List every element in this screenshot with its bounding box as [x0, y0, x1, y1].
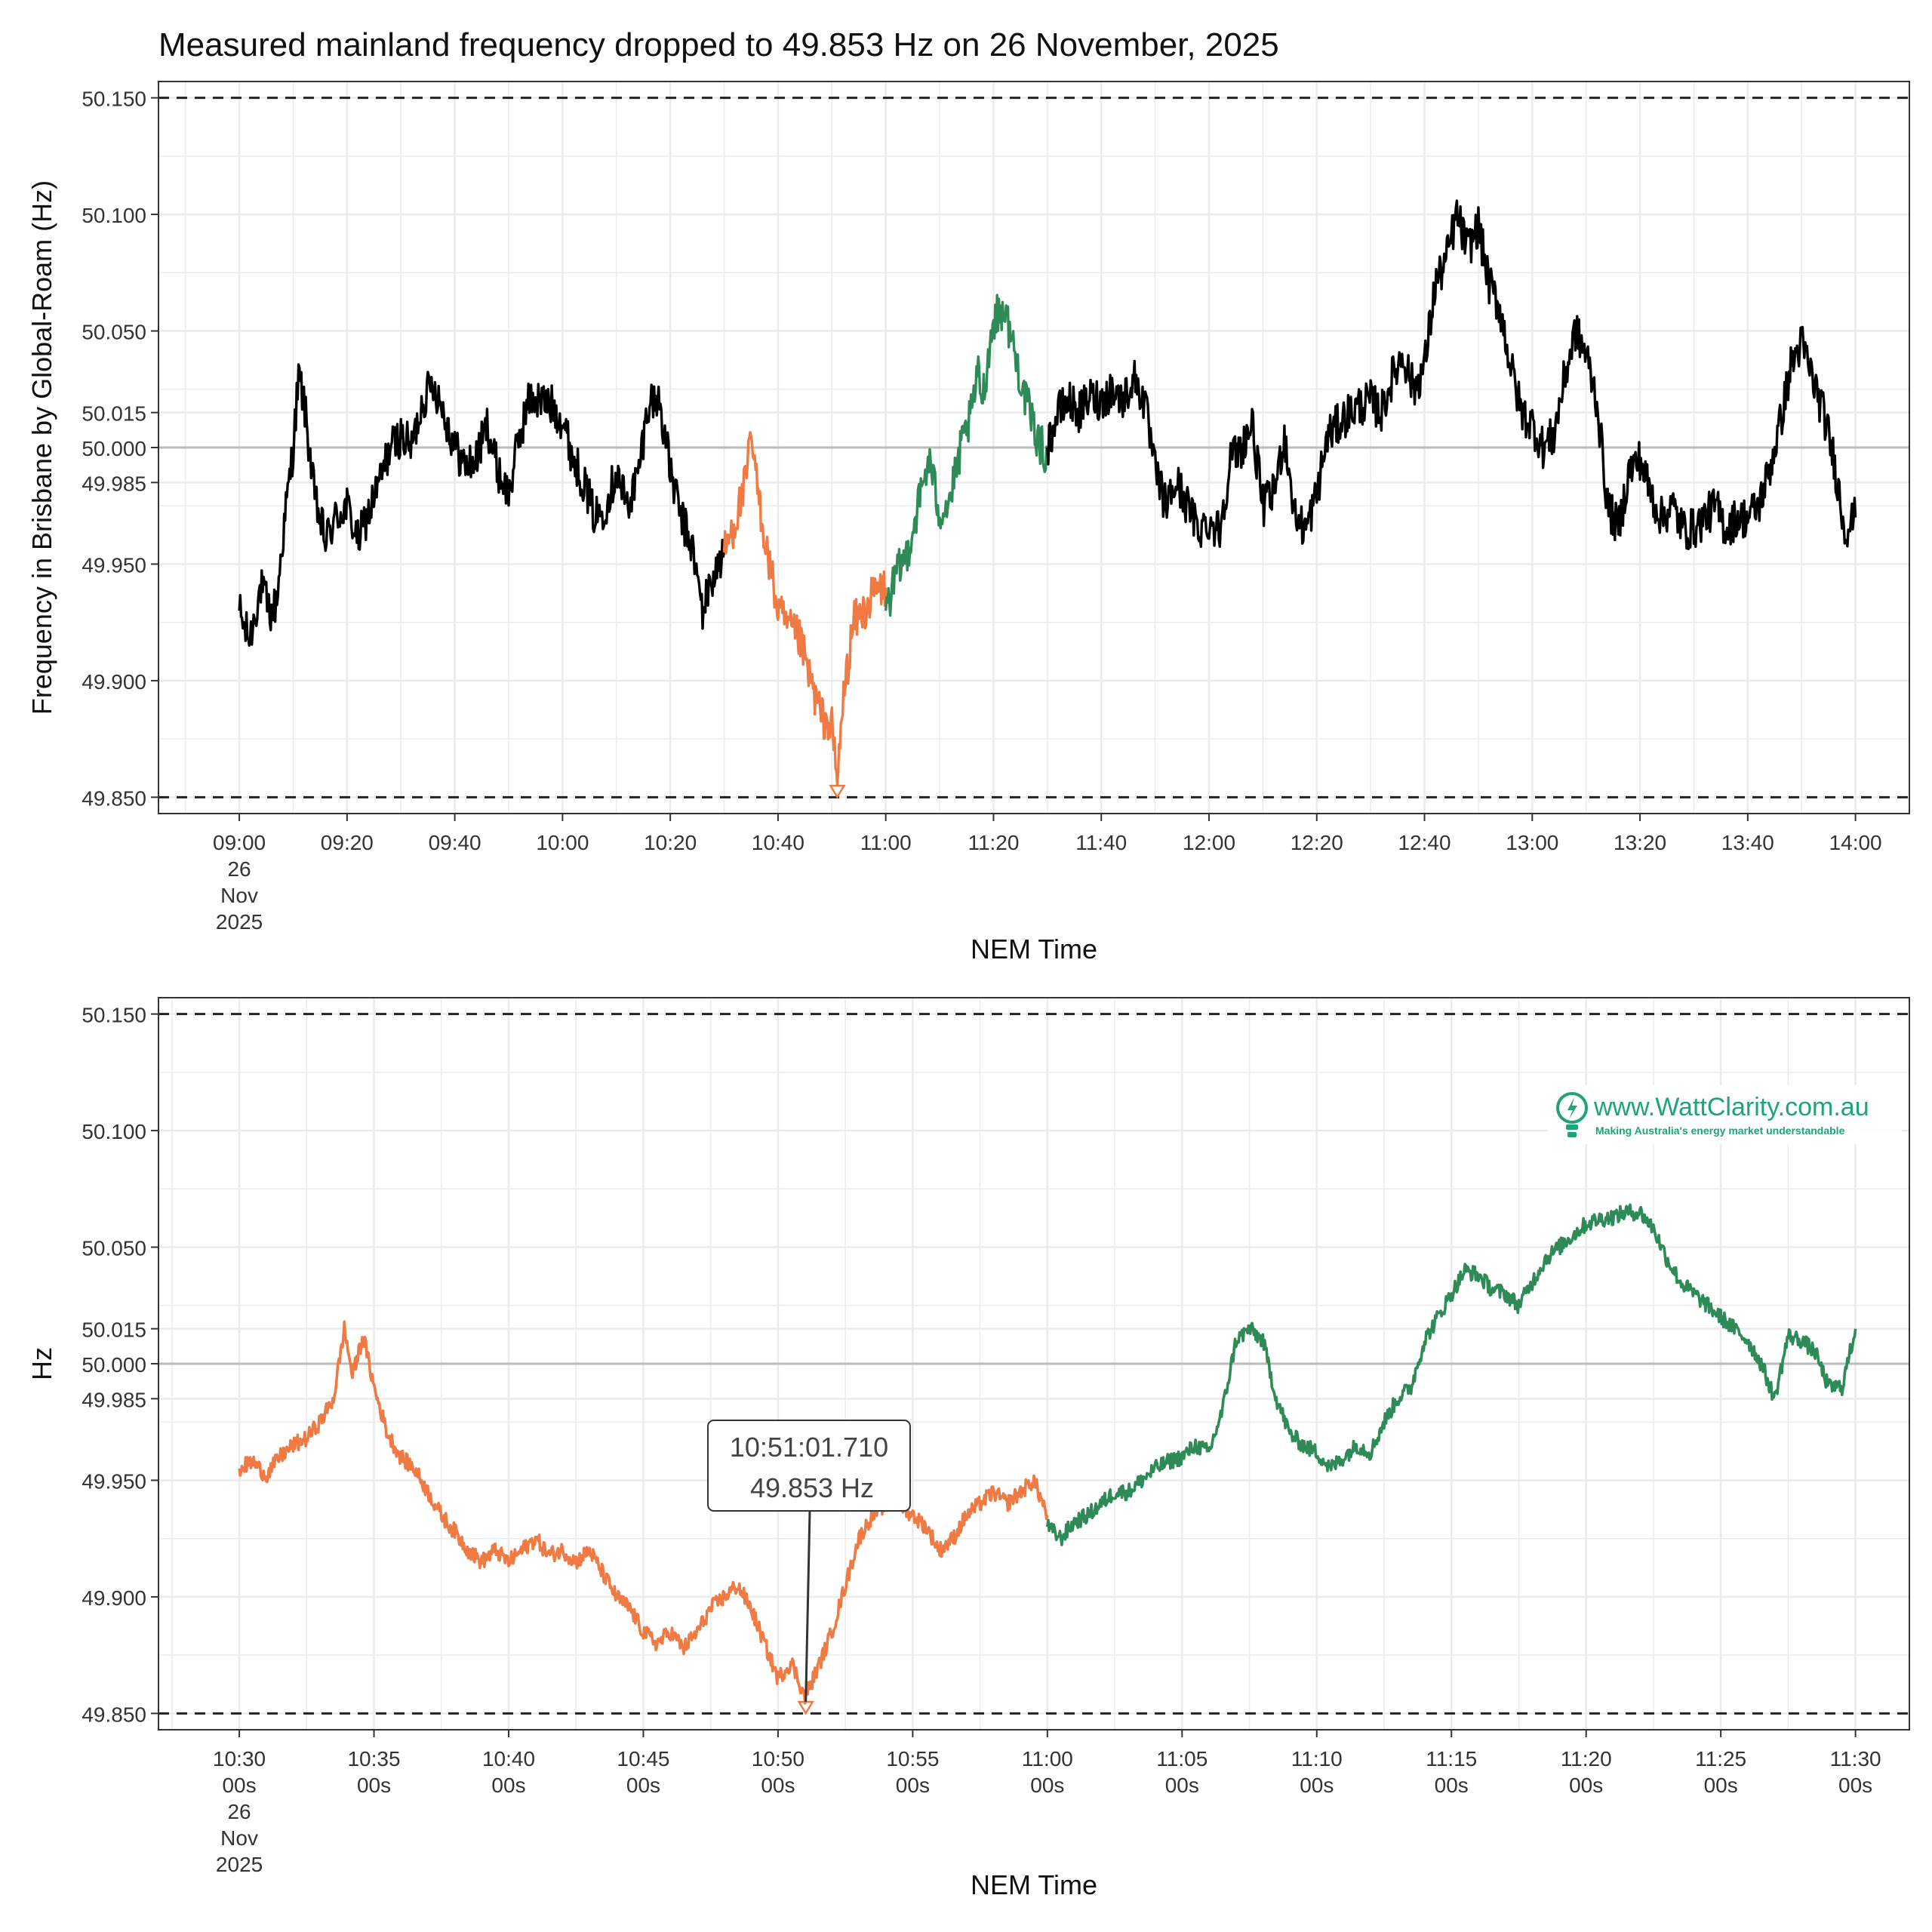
bottom-marker — [797, 1700, 814, 1715]
bottom-y-axis: 49.850 49.900 49.950 49.985 50.000 50.015 50.0… — [82, 1004, 158, 1726]
bottom-x-tick-label: 11:10 00s — [1291, 1747, 1343, 1797]
bottom-panel: 49.850 49.900 49.950 49.985 50.000 50.015 50.0… — [26, 997, 1910, 1900]
top-x-tick-label: 13:20 — [1614, 831, 1666, 854]
top-y-tick-label: 50.150 — [82, 88, 146, 111]
top-min-marker — [829, 784, 846, 799]
bottom-y-tick-label: 50.150 — [82, 1004, 146, 1027]
top-y-tick-label: 50.015 — [82, 402, 146, 426]
top-x-axis-label: NEM Time — [971, 934, 1097, 964]
watermark-tagline: Making Australia's energy market underst… — [1595, 1124, 1845, 1137]
bottom-y-tick-label: 50.100 — [82, 1120, 146, 1143]
chart-title: Measured mainland frequency dropped to 4… — [158, 26, 1279, 63]
bottom-min-marker — [797, 1700, 814, 1715]
bottom-series — [238, 1203, 1857, 1705]
top-x-tick-label: 10:00 — [536, 831, 589, 854]
top-x-tick-label: 13:00 — [1506, 831, 1558, 854]
wattclarity-watermark: www.WattClarity.com.au Making Australia'… — [1547, 1085, 1902, 1144]
top-y-tick-label: 49.985 — [82, 472, 146, 495]
bottom-series-line-1 — [1046, 1203, 1857, 1546]
bottom-x-tick-label: 10:55 00s — [886, 1747, 939, 1797]
bottom-x-axis-label: NEM Time — [971, 1869, 1097, 1900]
top-series-line-1 — [722, 431, 888, 786]
top-y-tick-label: 49.850 — [82, 786, 146, 810]
top-y-tick-label: 49.950 — [82, 553, 146, 577]
watermark-background — [1547, 1085, 1902, 1144]
top-y-tick-label: 50.000 — [82, 437, 146, 460]
top-x-tick-label: 09:00 26 Nov 2025 — [213, 831, 266, 934]
top-x-tick-label: 12:00 — [1183, 831, 1235, 854]
top-series — [238, 199, 1857, 786]
bottom-x-tick-label: 11:15 00s — [1426, 1747, 1477, 1797]
bottom-y-tick-label: 49.900 — [82, 1586, 146, 1610]
top-series-line-0 — [238, 363, 726, 647]
top-x-axis: 09:00 26 Nov 2025 09:20 09:40 10:00 10:20 10:40 1… — [213, 814, 1882, 934]
bottom-x-axis: 10:30 00s 26 Nov 2025 10:35 00s 10:40 00s 10:45 00… — [213, 1730, 1881, 1876]
bottom-y-tick-label: 49.950 — [82, 1469, 146, 1493]
bottom-y-tick-label: 49.850 — [82, 1703, 146, 1726]
watermark-url: www.WattClarity.com.au — [1593, 1093, 1869, 1121]
bottom-x-tick-label: 10:40 00s — [482, 1747, 535, 1797]
bottom-x-tick-label: 10:45 00s — [617, 1747, 669, 1797]
top-series-line-2 — [884, 294, 1049, 617]
top-x-tick-label: 11:40 — [1075, 831, 1127, 854]
top-x-tick-label: 09:40 — [429, 831, 481, 854]
annotation-pointer-line — [804, 1510, 811, 1703]
bottom-x-tick-label: 10:30 00s 26 Nov 2025 — [213, 1747, 266, 1876]
top-x-tick-label: 14:00 — [1829, 831, 1882, 854]
bottom-y-axis-label: Hz — [26, 1347, 57, 1380]
bottom-x-tick-label: 10:50 00s — [752, 1747, 804, 1797]
bottom-x-tick-label: 11:05 00s — [1156, 1747, 1208, 1797]
bottom-x-tick-label: 11:00 00s — [1022, 1747, 1073, 1797]
bottom-series-line-0 — [238, 1320, 1049, 1705]
top-x-tick-label: 10:20 — [644, 831, 697, 854]
top-y-tick-label: 49.900 — [82, 670, 146, 694]
top-y-axis: 49.850 49.900 49.950 49.985 50.000 50.015 50.0… — [82, 88, 158, 810]
bottom-y-tick-label: 50.015 — [82, 1318, 146, 1342]
top-marker — [829, 784, 846, 799]
top-x-tick-label: 12:20 — [1291, 831, 1343, 854]
annotation-box — [707, 1420, 911, 1512]
top-x-tick-label: 11:00 — [860, 831, 912, 854]
annotation-callout: 10:51:01.710 49.853 Hz — [707, 1420, 911, 1703]
top-series-line-3 — [1046, 199, 1857, 550]
bottom-x-tick-label: 10:35 00s — [347, 1747, 400, 1797]
top-y-tick-label: 50.050 — [82, 321, 146, 344]
lightbulb-icon — [1556, 1092, 1588, 1137]
bottom-y-tick-label: 50.000 — [82, 1353, 146, 1377]
top-x-tick-label: 13:40 — [1721, 831, 1774, 854]
top-x-tick-label: 09:20 — [321, 831, 374, 854]
top-x-tick-label: 11:20 — [968, 831, 1019, 854]
top-x-tick-label: 12:40 — [1398, 831, 1451, 854]
bottom-x-tick-label: 11:30 00s — [1830, 1747, 1881, 1797]
top-panel: 49.850 49.900 49.950 49.985 50.000 50.015 50.0… — [26, 81, 1910, 964]
bottom-x-tick-label: 11:25 00s — [1695, 1747, 1746, 1797]
bottom-reference-lines — [158, 1013, 1909, 1715]
bottom-y-tick-label: 49.985 — [82, 1388, 146, 1411]
top-y-tick-label: 50.100 — [82, 204, 146, 227]
top-reference-lines — [158, 97, 1909, 798]
annotation-time-text: 10:51:01.710 — [730, 1432, 888, 1463]
top-x-tick-label: 10:40 — [752, 831, 804, 854]
bottom-x-tick-label: 11:20 00s — [1561, 1747, 1612, 1797]
top-y-axis-label: Frequency in Brisbane by Global-Roam (Hz… — [26, 180, 57, 715]
annotation-value-text: 49.853 Hz — [750, 1472, 874, 1503]
bottom-y-tick-label: 50.050 — [82, 1237, 146, 1260]
